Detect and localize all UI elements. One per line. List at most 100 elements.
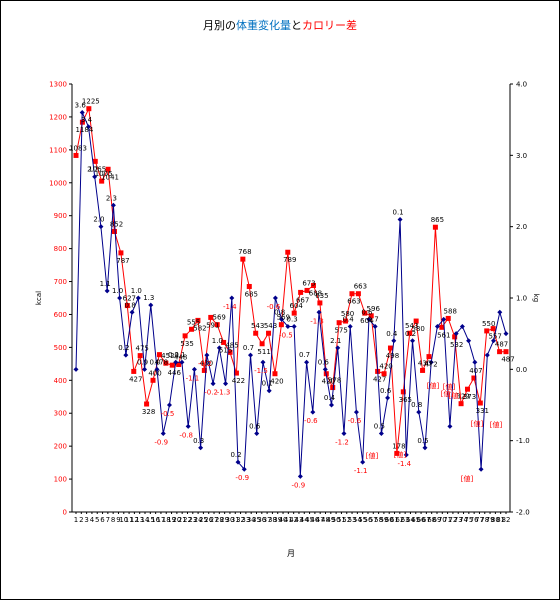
x-tick-label-58: 59: [379, 516, 388, 524]
x-tick-label-71: 72: [448, 516, 457, 524]
y-left-tick-label-0: 0: [63, 509, 67, 517]
weight-change-point-10: [135, 295, 141, 301]
x-tick-label-51: 52: [342, 516, 351, 524]
weight-change-label-34: 0.3: [287, 316, 298, 324]
calorie-diff-label-30: 543: [264, 322, 277, 330]
calorie-diff-label-52: 543: [405, 322, 418, 330]
weight-change-label-24: -1.4: [223, 303, 237, 311]
weight-change-point-57: [428, 359, 434, 365]
calorie-diff-point-67: [503, 349, 509, 355]
weight-change-label-30: 0.1: [262, 380, 273, 388]
calorie-diff-point-6: [112, 228, 118, 234]
bracket-label-0: [値]: [366, 451, 379, 460]
y-right-tick-label-2: 0.0: [516, 366, 527, 374]
weight-change-label-22: 1.0: [212, 337, 223, 345]
calorie-diff-point-12: [150, 377, 156, 383]
weight-change-point-29: [254, 431, 260, 437]
weight-change-point-28: [247, 352, 253, 358]
weight-change-point-47: [366, 316, 372, 322]
weight-change-label-46: 0.6: [361, 308, 373, 316]
calorie-diff-label-28: 543: [251, 322, 264, 330]
weight-change-label-55: 0.5: [417, 437, 428, 445]
x-tick-label-78: 79: [486, 516, 495, 524]
x-tick-label-26: 27: [210, 516, 219, 524]
calorie-diff-label-61: 373: [463, 393, 476, 401]
x-tick-label-14: 15: [146, 516, 155, 524]
weight-change-point-56: [422, 445, 428, 451]
calorie-diff-point-27: [246, 283, 252, 289]
weight-change-point-2: [85, 124, 91, 130]
calorie-diff-point-5: [105, 166, 111, 172]
calorie-diff-label-27: 685: [245, 290, 258, 298]
weight-change-label-9: 1.0: [131, 287, 142, 295]
calorie-diff-point-43: [349, 291, 355, 297]
calorie-diff-label-38: 635: [315, 292, 328, 300]
x-tick-label-61: 62: [395, 516, 404, 524]
x-tick-label-72: 73: [454, 516, 463, 524]
weight-change-point-44: [347, 324, 353, 330]
calorie-diff-point-20: [201, 367, 207, 373]
weight-change-label-14: -0.5: [161, 410, 175, 418]
weight-change-label-4: 1.1: [100, 280, 111, 288]
weight-change-label-17: -0.8: [179, 431, 193, 439]
weight-change-point-54: [410, 338, 416, 344]
x-tick-label-11: 12: [130, 516, 139, 524]
weight-change-label-28: 0.6: [249, 423, 261, 431]
weight-change-label-48: 0.5: [374, 423, 385, 431]
y-left-tick-label-5: 500: [54, 344, 67, 352]
calorie-diff-point-11: [144, 401, 150, 407]
x-tick-label-52: 53: [348, 516, 357, 524]
x-tick-label-40: 41: [284, 516, 293, 524]
bracket-label-2: [値]: [427, 381, 440, 390]
series-weight-change: [73, 110, 509, 479]
weight-change-label-45: -1.1: [354, 467, 368, 475]
calorie-diff-point-44: [355, 291, 361, 297]
calorie-diff-point-9: [131, 368, 137, 374]
calorie-diff-point-7: [118, 250, 124, 256]
calorie-diff-point-2: [86, 106, 92, 112]
weight-change-point-66: [484, 352, 490, 358]
x-tick-label-31: 32: [236, 516, 245, 524]
calorie-diff-point-36: [304, 287, 310, 293]
weight-change-label-54: 0.8: [411, 401, 422, 409]
y-left-tick-label-8: 800: [54, 245, 67, 253]
calorie-diff-label-56: 865: [431, 216, 444, 224]
calorie-diff-label-1: 1184: [76, 126, 94, 134]
weight-change-point-26: [235, 459, 241, 465]
weight-change-point-19: [191, 366, 197, 372]
x-tick-label-7: 8: [111, 516, 115, 524]
calorie-diff-label-13: 478: [155, 359, 168, 367]
calorie-diff-point-46: [368, 313, 374, 319]
calorie-diff-point-23: [221, 339, 227, 345]
weight-change-point-34: [285, 324, 291, 330]
x-tick-label-49: 50: [332, 516, 341, 524]
calorie-diff-point-35: [298, 289, 304, 295]
y-left-tick-label-10: 1000: [49, 179, 67, 187]
weight-change-point-35: [291, 324, 297, 330]
calorie-diff-point-0: [73, 152, 79, 158]
x-tick-label-79: 80: [491, 516, 500, 524]
x-tick-label-32: 33: [241, 516, 250, 524]
weight-change-label-19: 0.3: [193, 437, 204, 445]
x-tick-label-6: 7: [106, 516, 110, 524]
weight-change-point-42: [335, 345, 341, 351]
weight-change-label-2: 2.7: [87, 166, 98, 174]
calorie-diff-label-31: 420: [270, 378, 283, 386]
weight-change-label-7: 0.2: [118, 344, 129, 352]
weight-change-point-38: [310, 409, 316, 415]
bracket-label-3: [値]: [441, 389, 454, 398]
y-right-tick-label-0: -2.0: [516, 509, 530, 517]
x-tick-label-33: 34: [247, 516, 256, 524]
calorie-diff-label-41: 575: [334, 327, 347, 335]
calorie-diff-label-55: 472: [424, 361, 437, 369]
weight-change-point-16: [173, 359, 179, 365]
chart-title: 月別の体重変化量とカロリー差: [0, 17, 560, 33]
title-part-4: カロリー差: [302, 19, 357, 32]
x-tick-label-4: 5: [95, 516, 99, 524]
weight-change-point-67: [491, 338, 497, 344]
calorie-diff-point-30: [266, 330, 272, 336]
weight-change-label-31: -0.6: [267, 303, 281, 311]
weight-change-label-0: 3.6: [75, 102, 87, 110]
weight-change-label-3: 2.0: [93, 216, 104, 224]
